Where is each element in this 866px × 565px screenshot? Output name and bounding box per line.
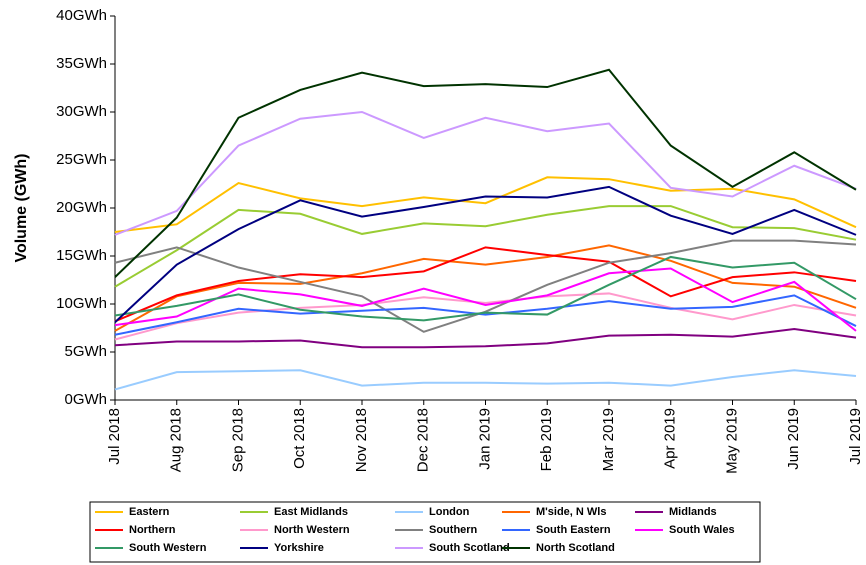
y-tick-label: 0GWh <box>64 391 107 408</box>
y-tick-label: 40GWh <box>56 7 107 24</box>
y-tick-label: 15GWh <box>56 247 107 264</box>
x-tick-label: Apr 2019 <box>662 408 679 469</box>
series-line <box>114 292 857 341</box>
series-line <box>114 246 857 323</box>
series-line <box>114 176 857 233</box>
x-tick-label: Aug 2018 <box>168 408 185 472</box>
legend-label: M'side, N Wls <box>536 506 606 518</box>
x-tick-label: May 2019 <box>723 408 740 474</box>
legend-label: London <box>429 506 470 518</box>
series-line <box>114 369 857 391</box>
legend-label: North Western <box>274 524 350 536</box>
legend-label: North Scotland <box>536 542 615 554</box>
series-line <box>114 267 857 332</box>
legend-label: Yorkshire <box>274 542 324 554</box>
series-line <box>114 255 857 322</box>
series-line <box>114 327 857 349</box>
y-tick-label: 20GWh <box>56 199 107 216</box>
y-axis-label: Volume (GWh) <box>13 153 30 262</box>
legend-label: East Midlands <box>274 506 348 518</box>
y-tick-label: 5GWh <box>64 343 107 360</box>
legend-label: Eastern <box>129 506 170 518</box>
x-tick-label: Jul 2018 <box>106 408 123 465</box>
legend-label: South Wales <box>669 524 735 536</box>
series-line <box>114 294 857 336</box>
y-tick-label: 35GWh <box>56 55 107 72</box>
legend-label: South Eastern <box>536 524 611 536</box>
series-line <box>114 205 857 288</box>
legend-label: Midlands <box>669 506 717 518</box>
x-tick-label: Sep 2018 <box>229 408 246 472</box>
legend-label: Southern <box>429 524 478 536</box>
x-tick-label: Dec 2018 <box>415 408 432 472</box>
legend-label: Northern <box>129 524 176 536</box>
x-tick-label: Oct 2018 <box>291 408 308 469</box>
series-line <box>114 110 857 236</box>
x-tick-label: Feb 2019 <box>538 408 555 471</box>
legend-box <box>89 501 761 563</box>
legend-label: South Scotland <box>429 542 510 554</box>
series-line <box>114 185 857 323</box>
y-tick-label: 10GWh <box>56 295 107 312</box>
x-tick-label: Nov 2018 <box>353 408 370 472</box>
series-line <box>114 244 857 332</box>
series-line <box>114 68 857 278</box>
x-tick-label: Jul 2019 <box>847 408 864 465</box>
x-tick-label: Mar 2019 <box>600 408 617 471</box>
legend-label: South Western <box>129 542 207 554</box>
y-tick-label: 30GWh <box>56 103 107 120</box>
x-tick-label: Jun 2019 <box>785 408 802 470</box>
x-tick-label: Jan 2019 <box>476 408 493 470</box>
y-tick-label: 25GWh <box>56 151 107 168</box>
